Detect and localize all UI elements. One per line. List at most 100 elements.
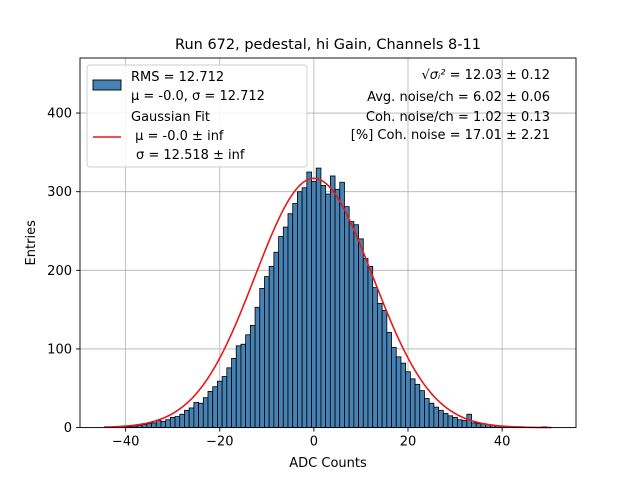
legend-fit-label: Gaussian Fit <box>131 110 210 125</box>
histogram-bar <box>362 258 369 428</box>
chart-title: Run 672, pedestal, hi Gain, Channels 8-1… <box>175 37 481 53</box>
histogram-bar <box>254 306 261 429</box>
histogram-bar <box>202 397 209 428</box>
histogram-bar <box>442 413 449 428</box>
histogram-bar <box>155 420 162 428</box>
histogram-bar <box>381 310 388 428</box>
histogram-bar <box>174 416 181 428</box>
histogram-bar <box>320 184 327 429</box>
histogram-bar <box>424 398 430 428</box>
histogram-bar <box>348 221 355 428</box>
noise-annotations: √σᵢ² = 12.03 ± 0.12 Avg. noise/ch = 6.02… <box>351 68 550 143</box>
histogram-bar <box>193 402 199 428</box>
histogram-bar <box>315 167 322 428</box>
histogram-bar <box>273 251 279 429</box>
histogram-bar <box>334 188 341 429</box>
histogram-bar <box>353 224 359 429</box>
histogram-bar <box>221 376 228 429</box>
histogram-bar <box>400 362 407 429</box>
histogram-bar <box>169 416 176 428</box>
gaussian-fit-curve <box>104 177 552 429</box>
histogram-bar <box>405 371 411 429</box>
y-axis-label: Entries <box>24 220 39 266</box>
histogram-bar <box>358 238 364 429</box>
plot-area <box>79 57 577 429</box>
histogram-bar <box>447 415 454 429</box>
y-tick-label: 0 <box>64 421 72 436</box>
x-tick-label: 40 <box>494 435 511 450</box>
histogram-bar <box>141 424 148 428</box>
histogram-bar <box>160 420 167 428</box>
histogram-bar <box>395 356 402 428</box>
histogram-bar <box>212 386 218 429</box>
sigma-sum-annotation: √σᵢ² = 12.03 ± 0.12 <box>421 68 550 83</box>
x-tick-label: −20 <box>206 435 233 450</box>
histogram-bar <box>301 187 308 428</box>
histogram-bar <box>151 422 157 429</box>
histogram-bar <box>245 334 251 429</box>
histogram-bar <box>372 287 378 429</box>
histogram-bar <box>391 346 397 429</box>
axes-frame <box>79 57 577 429</box>
histogram-bar <box>292 203 298 429</box>
histogram-bar <box>457 419 463 429</box>
histogram-bar <box>249 324 256 428</box>
histogram-bar <box>287 213 294 428</box>
legend-fit-mu: μ = -0.0 ± inf <box>131 129 224 144</box>
histogram-bar <box>461 420 468 428</box>
histogram-bar <box>184 409 190 428</box>
legend-box <box>86 64 308 168</box>
histogram-bar <box>165 419 171 429</box>
histogram-bar <box>278 236 284 429</box>
histogram-bar <box>344 206 350 429</box>
histogram-bar <box>268 265 275 428</box>
histogram-bar <box>438 409 444 428</box>
histogram-bar <box>264 276 270 429</box>
histogram-bar <box>386 332 392 429</box>
coh-noise-annotation: Coh. noise/ch = 1.02 ± 0.13 <box>366 110 550 125</box>
histogram-bar <box>377 302 383 429</box>
histogram-bar <box>146 423 152 429</box>
y-tick-label: 200 <box>47 264 72 279</box>
histogram-bar <box>419 390 425 429</box>
legend-histogram-label: RMS = 12.712 <box>131 70 224 85</box>
histogram-bar <box>414 383 421 429</box>
y-tick-label: 400 <box>47 107 72 122</box>
y-tick-label: 300 <box>47 185 72 200</box>
histogram-bar <box>207 391 214 429</box>
sigma-sum-value: = 12.03 ± 0.12 <box>446 68 550 83</box>
y-axis-ticks: 0 100 200 300 400 <box>47 107 80 436</box>
histogram-bar <box>311 181 317 429</box>
histogram-bar <box>217 380 223 428</box>
histogram-bar <box>428 402 435 429</box>
histogram-bar <box>433 406 439 429</box>
histogram-bar <box>329 175 336 428</box>
legend: RMS = 12.712 μ = -0.0, σ = 12.712 Gaussi… <box>86 64 308 168</box>
histogram-bar <box>325 193 331 428</box>
legend-fit-sigma: σ = 12.518 ± inf <box>136 148 245 163</box>
histogram-bar <box>297 191 303 428</box>
avg-noise-annotation: Avg. noise/ch = 6.02 ± 0.06 <box>367 90 550 105</box>
histogram-bar <box>475 423 482 429</box>
x-tick-label: 0 <box>310 435 318 450</box>
histogram-bar <box>282 226 289 429</box>
histogram-bar <box>452 416 458 428</box>
histogram-bar <box>198 402 204 429</box>
histogram-bar <box>235 345 242 428</box>
sigma-sum-symbol: √σᵢ² <box>421 68 445 83</box>
histogram-bar <box>226 367 232 429</box>
x-axis-label: ADC Counts <box>289 456 367 471</box>
histogram-bar <box>259 288 265 429</box>
coh-noise-pct-annotation: [%] Coh. noise = 17.01 ± 2.21 <box>351 128 550 143</box>
legend-histogram-stats: μ = -0.0, σ = 12.712 <box>131 89 265 104</box>
x-tick-label: 20 <box>400 435 417 450</box>
histogram-bar <box>179 413 185 428</box>
histogram-bar <box>188 407 195 429</box>
histogram-bar <box>339 181 345 428</box>
histogram-bar <box>367 265 374 428</box>
legend-histogram-swatch <box>92 79 122 91</box>
x-axis-ticks: −40 −20 0 20 40 <box>112 427 511 450</box>
histogram-bar <box>240 343 247 429</box>
histogram-bar <box>231 357 237 428</box>
